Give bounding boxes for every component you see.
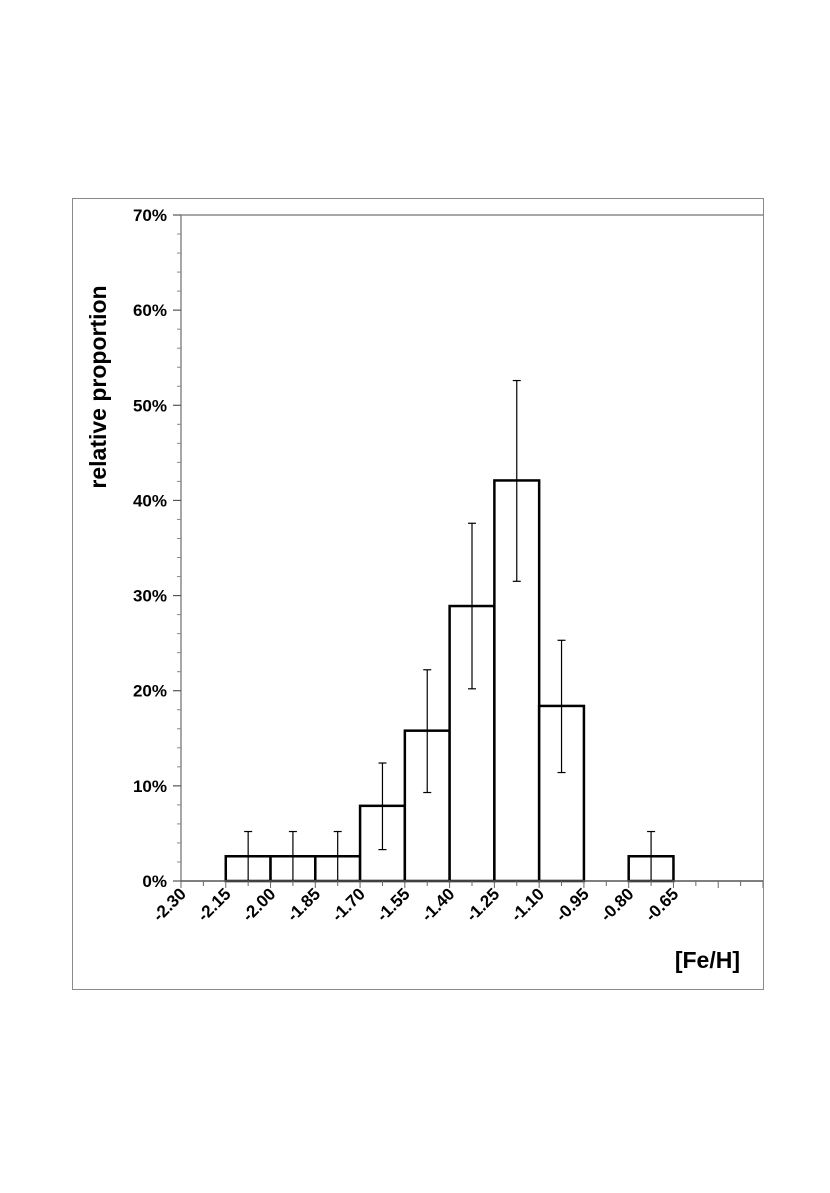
chart-frame: 0% 10% 20% 30% 40% 50% 60% 70% -2.30 -2.15 -2.00-… (72, 198, 764, 990)
x-tick-label: -2.15 (194, 884, 235, 925)
x-tick-label: -1.10 (507, 884, 548, 925)
x-tick-label: -1.70 (328, 884, 369, 925)
x-tick-label: -0.95 (552, 884, 593, 925)
error-bars-group (244, 379, 656, 881)
x-tick-label: -1.40 (418, 884, 459, 925)
y-tick-label: 40% (133, 491, 167, 510)
axes-group (173, 214, 763, 888)
x-axis-title: [Fe/H] (675, 947, 740, 973)
y-tick-label: 10% (133, 777, 167, 796)
y-tick-label: 50% (133, 396, 167, 415)
x-tick-label: -1.85 (283, 884, 324, 925)
y-axis-title: relative proportion (85, 285, 111, 488)
x-tick-label: -1.55 (373, 884, 414, 925)
histogram-chart: 0% 10% 20% 30% 40% 50% 60% 70% -2.30 -2.15 -2.00-… (85, 206, 763, 973)
y-tick-label: 70% (133, 206, 167, 225)
x-tick-label: -0.80 (597, 884, 638, 925)
x-tick-label: -2.00 (239, 884, 280, 925)
y-tick-label: 60% (133, 301, 167, 320)
bars-group (224, 479, 675, 883)
y-tick-label: 30% (133, 587, 167, 606)
x-tick-label: -1.25 (462, 884, 503, 925)
x-tick-labels: -2.30 -2.15 -2.00 -1.85 -1.70 -1.55 -1.40 -1.25… (149, 884, 682, 925)
x-tick-label: -0.65 (641, 884, 682, 925)
y-tick-label: 20% (133, 682, 167, 701)
y-tick-labels: 0% 10% 20% 30% 40% 50% 60% 70% (133, 206, 167, 891)
y-tick-label: 0% (142, 872, 167, 891)
